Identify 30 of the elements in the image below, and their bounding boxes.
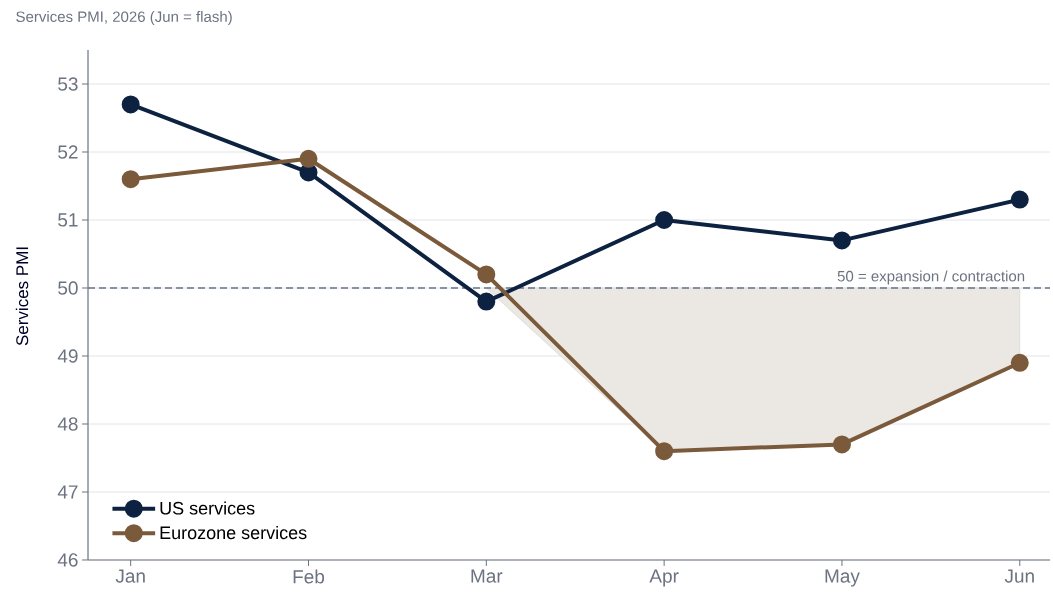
y-tick-label: 48 — [57, 417, 78, 431]
x-tick-label: Feb — [293, 569, 325, 584]
point — [477, 292, 496, 311]
point — [477, 265, 496, 284]
x-tick-label: May — [825, 569, 860, 587]
point — [121, 95, 140, 114]
point — [1010, 353, 1029, 372]
point — [299, 149, 318, 168]
x-tick-label: Mar — [471, 569, 503, 583]
point — [121, 170, 140, 189]
y-tick-label: 52 — [58, 145, 78, 159]
y-tick-label: 53 — [58, 77, 78, 91]
x-tick-label: Jun — [1004, 569, 1034, 583]
ref-line-label: 50 = expansion / contraction — [837, 270, 1025, 285]
legend-label: Eurozone services — [160, 525, 307, 540]
y-tick-label: 51 — [58, 213, 78, 227]
legend-label: US services — [160, 501, 255, 515]
point — [832, 231, 851, 250]
point — [655, 442, 674, 461]
x-tick-label: Jan — [115, 569, 145, 583]
chart-title: Services PMI, 2026 (Jun = flash) — [16, 11, 232, 25]
x-tick-label: Apr — [649, 569, 679, 587]
y-axis-title: Services PMI — [15, 247, 29, 346]
point — [832, 435, 851, 454]
point — [1010, 190, 1029, 209]
y-tick-label: 49 — [57, 349, 78, 363]
point — [655, 210, 674, 229]
y-tick-label: 50 — [58, 281, 78, 295]
y-tick-label: 46 — [57, 553, 78, 567]
y-tick-label: 47 — [57, 485, 78, 499]
